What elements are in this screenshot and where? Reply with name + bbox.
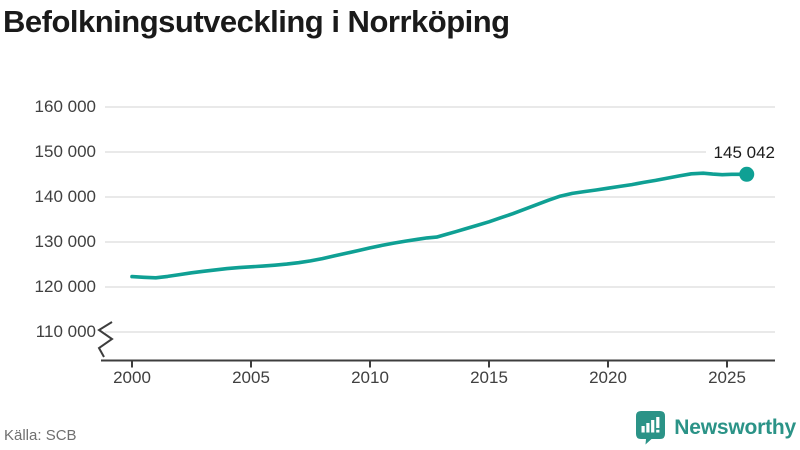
y-tick-label: 120 000 bbox=[34, 277, 96, 296]
source-label: Källa: SCB bbox=[4, 427, 77, 444]
y-tick-label: 140 000 bbox=[34, 187, 96, 206]
axis-break-icon bbox=[97, 321, 114, 358]
newsworthy-icon bbox=[636, 411, 666, 445]
y-tick-label: 110 000 bbox=[35, 322, 96, 341]
x-tick-label: 2025 bbox=[708, 368, 746, 387]
y-tick-label: 130 000 bbox=[34, 232, 96, 251]
y-tick-label: 150 000 bbox=[34, 142, 96, 161]
end-value-label: 145 042 bbox=[713, 143, 775, 162]
newsworthy-wordmark: Newsworthy bbox=[674, 415, 796, 439]
y-tick-label: 160 000 bbox=[34, 97, 96, 116]
x-tick-label: 2015 bbox=[470, 368, 508, 387]
population-line bbox=[130, 171, 749, 280]
newsworthy-logo: Newsworthy bbox=[635, 410, 796, 445]
x-tick-label: 2000 bbox=[113, 368, 151, 387]
end-point-marker bbox=[739, 166, 755, 182]
x-tick-label: 2010 bbox=[351, 368, 389, 387]
x-tick-label: 2020 bbox=[589, 368, 627, 387]
page-title: Befolkningsutveckling i Norrköping bbox=[3, 4, 510, 39]
x-tick-label: 2005 bbox=[232, 368, 270, 387]
